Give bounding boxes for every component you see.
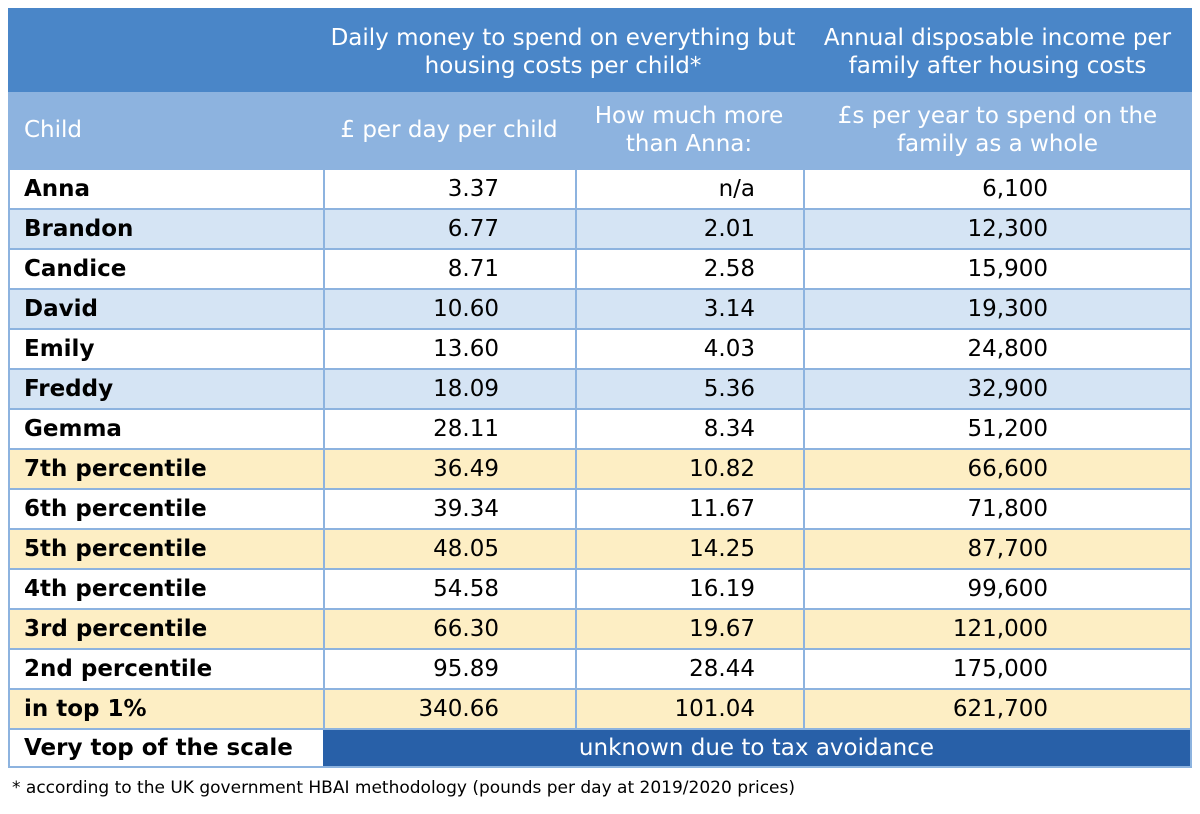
column-header-per-day: £ per day per child [340, 117, 558, 143]
per-day-value: 18.09 [323, 370, 575, 408]
annual-value: 121,000 [803, 610, 1192, 648]
table-row: 2nd percentile 95.89 28.44 175,000 [8, 648, 1192, 688]
header-group-empty [8, 8, 323, 92]
row-name: in top 1% [8, 690, 323, 728]
annual-value: 99,600 [803, 570, 1192, 608]
table-row: Gemma 28.11 8.34 51,200 [8, 408, 1192, 448]
header-group-daily-money: Daily money to spend on everything but h… [330, 25, 796, 79]
more-than-anna-value: 2.01 [575, 210, 803, 248]
more-than-anna-value: 28.44 [575, 650, 803, 688]
more-than-anna-value: 5.36 [575, 370, 803, 408]
per-day-value: 36.49 [323, 450, 575, 488]
per-day-value: 39.34 [323, 490, 575, 528]
footnote: * according to the UK government HBAI me… [12, 778, 796, 798]
more-than-anna-value: n/a [575, 170, 803, 208]
per-day-value: 340.66 [323, 690, 575, 728]
more-than-anna-value: 101.04 [575, 690, 803, 728]
header-group-annual-income: Annual disposable income per family afte… [823, 25, 1172, 79]
table-row: 5th percentile 48.05 14.25 87,700 [8, 528, 1192, 568]
column-header-annual: £s per year to spend on the family as a … [837, 103, 1158, 157]
annual-value: 15,900 [803, 250, 1192, 288]
more-than-anna-value: 19.67 [575, 610, 803, 648]
table-row: Anna 3.37 n/a 6,100 [8, 168, 1192, 208]
table-row: 6th percentile 39.34 11.67 71,800 [8, 488, 1192, 528]
more-than-anna-value: 14.25 [575, 530, 803, 568]
header-column-row: Child £ per day per child How much more … [8, 92, 1192, 168]
annual-value: 6,100 [803, 170, 1192, 208]
table-row: Emily 13.60 4.03 24,800 [8, 328, 1192, 368]
table-row: Freddy 18.09 5.36 32,900 [8, 368, 1192, 408]
per-day-value: 13.60 [323, 330, 575, 368]
row-name: David [8, 290, 323, 328]
more-than-anna-value: 4.03 [575, 330, 803, 368]
table-row: David 10.60 3.14 19,300 [8, 288, 1192, 328]
per-day-value: 28.11 [323, 410, 575, 448]
more-than-anna-value: 16.19 [575, 570, 803, 608]
annual-value: 12,300 [803, 210, 1192, 248]
per-day-value: 54.58 [323, 570, 575, 608]
annual-value: 66,600 [803, 450, 1192, 488]
table-row: Candice 8.71 2.58 15,900 [8, 248, 1192, 288]
annual-value: 51,200 [803, 410, 1192, 448]
unknown-note: unknown due to tax avoidance [323, 730, 1192, 766]
per-day-value: 66.30 [323, 610, 575, 648]
row-name: Emily [8, 330, 323, 368]
per-day-value: 3.37 [323, 170, 575, 208]
column-header-more-than-anna: How much more than Anna: [594, 103, 784, 157]
header-group-row: Daily money to spend on everything but h… [8, 8, 1192, 92]
annual-value: 87,700 [803, 530, 1192, 568]
annual-value: 19,300 [803, 290, 1192, 328]
row-name: 3rd percentile [8, 610, 323, 648]
annual-value: 32,900 [803, 370, 1192, 408]
more-than-anna-value: 2.58 [575, 250, 803, 288]
row-name: Very top of the scale [8, 730, 323, 766]
more-than-anna-value: 3.14 [575, 290, 803, 328]
row-name: Brandon [8, 210, 323, 248]
per-day-value: 48.05 [323, 530, 575, 568]
row-name: Freddy [8, 370, 323, 408]
row-name: 4th percentile [8, 570, 323, 608]
table-body: Anna 3.37 n/a 6,100 Brandon 6.77 2.01 12,300 Can… [8, 168, 1192, 728]
annual-value: 24,800 [803, 330, 1192, 368]
row-name: Gemma [8, 410, 323, 448]
annual-value: 621,700 [803, 690, 1192, 728]
row-name: Anna [8, 170, 323, 208]
table-row: Brandon 6.77 2.01 12,300 [8, 208, 1192, 248]
annual-value: 71,800 [803, 490, 1192, 528]
per-day-value: 95.89 [323, 650, 575, 688]
row-name: 6th percentile [8, 490, 323, 528]
per-day-value: 10.60 [323, 290, 575, 328]
row-name: 5th percentile [8, 530, 323, 568]
per-day-value: 8.71 [323, 250, 575, 288]
column-header-child: Child [24, 117, 83, 143]
table-row: 7th percentile 36.49 10.82 66,600 [8, 448, 1192, 488]
income-table: Daily money to spend on everything but h… [8, 8, 1192, 768]
annual-value: 175,000 [803, 650, 1192, 688]
table-row: 3rd percentile 66.30 19.67 121,000 [8, 608, 1192, 648]
table-row: in top 1% 340.66 101.04 621,700 [8, 688, 1192, 728]
more-than-anna-value: 11.67 [575, 490, 803, 528]
row-name: 2nd percentile [8, 650, 323, 688]
row-name: 7th percentile [8, 450, 323, 488]
table-row-very-top: Very top of the scale unknown due to tax… [8, 728, 1192, 768]
table-row: 4th percentile 54.58 16.19 99,600 [8, 568, 1192, 608]
per-day-value: 6.77 [323, 210, 575, 248]
row-name: Candice [8, 250, 323, 288]
more-than-anna-value: 10.82 [575, 450, 803, 488]
more-than-anna-value: 8.34 [575, 410, 803, 448]
